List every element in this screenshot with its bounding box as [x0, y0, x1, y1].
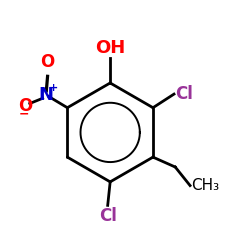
Text: CH₃: CH₃ [191, 178, 220, 193]
Text: O: O [40, 52, 55, 70]
Text: N: N [39, 86, 54, 104]
Text: O: O [18, 98, 32, 116]
Text: −: − [19, 108, 29, 120]
Text: +: + [49, 83, 58, 93]
Text: OH: OH [95, 39, 125, 57]
Text: Cl: Cl [175, 85, 193, 103]
Text: Cl: Cl [99, 206, 117, 224]
